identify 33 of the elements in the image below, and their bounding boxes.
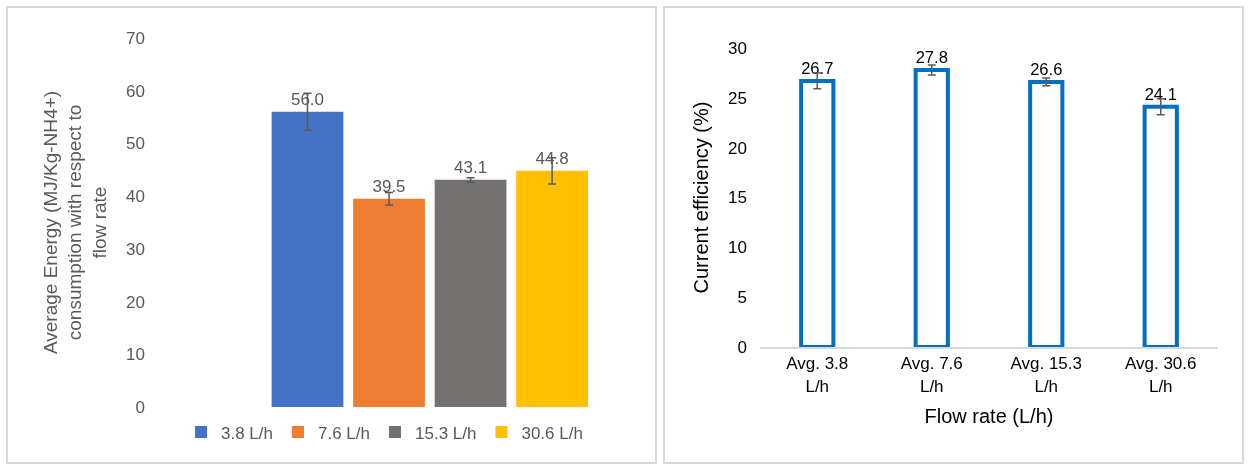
x-axis-title: Flow rate (L/h) xyxy=(924,404,1054,427)
data-label: 27.8 xyxy=(915,48,948,68)
y-tick-label: 10 xyxy=(126,345,145,365)
y-tick-label: 50 xyxy=(126,134,145,154)
y-tick-label: 10 xyxy=(728,238,747,258)
x-tick-label: Avg. 7.6 L/h xyxy=(900,354,963,396)
y-tick-label: 25 xyxy=(728,88,747,108)
x-tick-label: Avg. 15.3 L/h xyxy=(1010,354,1082,396)
legend-label: 15.3 L/h xyxy=(415,423,477,443)
y-tick-label: 30 xyxy=(126,239,145,259)
y-tick-label: 60 xyxy=(126,81,145,101)
legend-label: 7.6 L/h xyxy=(318,423,370,443)
data-label: 44.8 xyxy=(535,148,569,168)
x-tick-label: Avg. 30.6 L/h xyxy=(1124,354,1197,396)
y-tick-label: 20 xyxy=(126,292,145,312)
y-tick-label: 40 xyxy=(126,187,145,207)
data-label: 24.1 xyxy=(1144,84,1177,104)
data-label: 39.5 xyxy=(372,176,406,196)
x-tick-label: Avg. 3.8 L/h xyxy=(786,354,849,396)
y-tick-label: 15 xyxy=(728,188,747,208)
y-tick-label: 20 xyxy=(728,138,747,158)
y-tick-label: 0 xyxy=(737,337,747,357)
y-axis-title: Current efficiency (%) xyxy=(689,101,712,294)
y-tick-label: 70 xyxy=(126,28,145,48)
y-axis-title: Average Energy (MJ/Kg-NH4+) consumption with respect to flow rate xyxy=(39,90,110,355)
legend-label: 3.8 L/h xyxy=(221,423,273,443)
y-tick-label: 5 xyxy=(737,288,747,308)
data-label: 26.7 xyxy=(801,58,834,78)
y-tick-label: 0 xyxy=(135,397,145,417)
y-tick-label: 30 xyxy=(728,38,747,58)
data-label: 26.6 xyxy=(1030,59,1063,79)
legend-label: 30.6 L/h xyxy=(521,423,583,443)
data-label: 43.1 xyxy=(454,157,488,177)
